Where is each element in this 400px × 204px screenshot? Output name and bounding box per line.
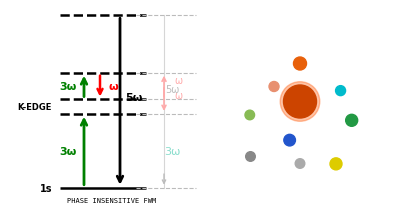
Text: 3ω: 3ω xyxy=(59,82,77,92)
Text: 3ω: 3ω xyxy=(59,146,77,156)
Circle shape xyxy=(330,158,342,170)
Circle shape xyxy=(336,86,346,96)
Circle shape xyxy=(346,115,358,127)
Text: ω: ω xyxy=(108,82,118,92)
Text: 3ω: 3ω xyxy=(164,146,180,156)
Circle shape xyxy=(246,152,255,162)
Circle shape xyxy=(245,111,254,120)
Text: 5ω: 5ω xyxy=(165,85,179,95)
Text: ω: ω xyxy=(174,76,182,85)
Circle shape xyxy=(295,159,305,169)
Text: PHASE INSENSITIVE FWM: PHASE INSENSITIVE FWM xyxy=(67,197,157,203)
Text: K-EDGE: K-EDGE xyxy=(18,103,52,112)
Circle shape xyxy=(280,82,320,122)
Circle shape xyxy=(284,86,316,118)
Circle shape xyxy=(269,82,279,92)
Circle shape xyxy=(284,135,296,146)
Text: 1s: 1s xyxy=(40,183,52,193)
Text: 5ω: 5ω xyxy=(125,93,143,103)
Circle shape xyxy=(294,58,306,71)
Text: ω: ω xyxy=(174,91,182,101)
